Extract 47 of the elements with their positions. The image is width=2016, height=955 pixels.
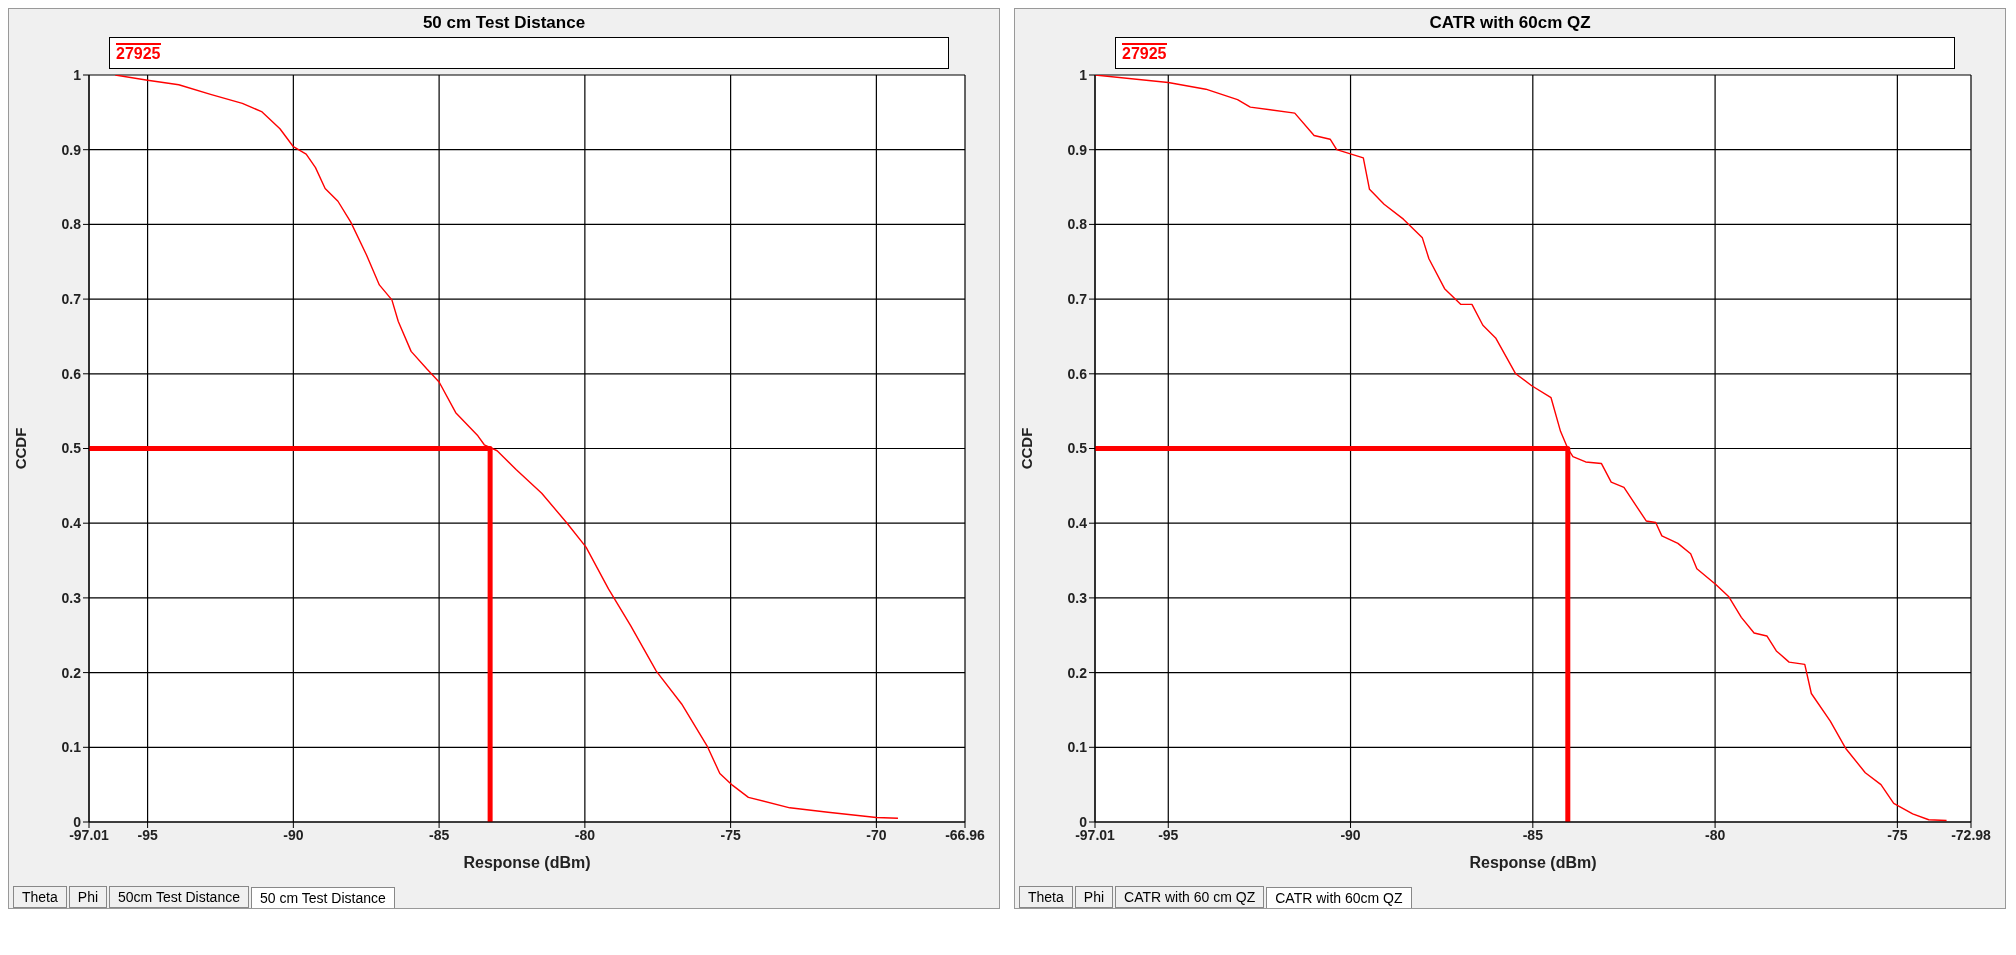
y-tick-label: 0.5	[61, 440, 82, 457]
y-tick-label: 0.9	[1067, 141, 1088, 158]
chart-title: 50 cm Test Distance	[421, 12, 587, 34]
y-tick-label: 0.8	[61, 216, 82, 233]
y-tick-label: 0.4	[61, 515, 82, 532]
y-tick-label: 0.7	[61, 291, 82, 308]
x-tick-label: -95	[137, 826, 158, 843]
x-tick-label: -75	[720, 826, 741, 843]
text: CATR with 60 cm QZ	[1115, 886, 1265, 908]
y-tick-label: 0.9	[61, 141, 82, 158]
x-axis-title: Response (dBm)	[463, 854, 591, 871]
x-tick-label: -90	[283, 826, 304, 843]
x-tick-label: -72.98	[1951, 826, 1992, 843]
text: Theta	[13, 886, 67, 908]
x-tick-label: -66.96	[945, 826, 986, 843]
y-tick-label: 0.2	[61, 664, 82, 681]
x-tick-label: -85	[1522, 826, 1544, 843]
y-tick-label: 0.5	[1067, 440, 1088, 457]
y-tick-label: 0.2	[1067, 664, 1088, 681]
text: 50cm Test Distance	[109, 886, 249, 908]
legend-label: 27925	[1122, 43, 1167, 63]
y-axis-title: CCDF	[1018, 427, 1036, 470]
legend-label: 27925	[116, 43, 161, 63]
x-tick-label: -85	[428, 826, 450, 843]
y-tick-label: 0.8	[1067, 216, 1088, 233]
y-tick-label: 0.1	[61, 739, 82, 756]
text: Phi	[1074, 886, 1114, 908]
x-tick-label: -70	[866, 826, 887, 843]
x-axis-title: Response (dBm)	[1469, 854, 1597, 871]
chart-title: CATR with 60cm QZ	[1428, 12, 1592, 34]
y-tick-label: 1	[1079, 66, 1088, 83]
text: Phi	[68, 886, 108, 908]
x-tick-label: -75	[1887, 826, 1908, 843]
x-tick-label: -95	[1158, 826, 1179, 843]
y-tick-label: 1	[73, 66, 82, 83]
x-tick-label: -80	[574, 826, 596, 843]
text: Theta	[1019, 886, 1073, 908]
y-tick-label: 0.6	[1067, 365, 1088, 382]
y-tick-label: 0.3	[61, 589, 82, 606]
y-axis-title: CCDF	[12, 427, 30, 470]
y-tick-label: 0.6	[61, 365, 82, 382]
y-tick-label: 0.4	[1067, 515, 1088, 532]
y-tick-label: 0.7	[1067, 291, 1088, 308]
x-tick-label: -80	[1704, 826, 1726, 843]
y-tick-label: 0.1	[1067, 739, 1088, 756]
x-tick-label: -90	[1340, 826, 1361, 843]
y-tick-label: 0.3	[1067, 589, 1088, 606]
